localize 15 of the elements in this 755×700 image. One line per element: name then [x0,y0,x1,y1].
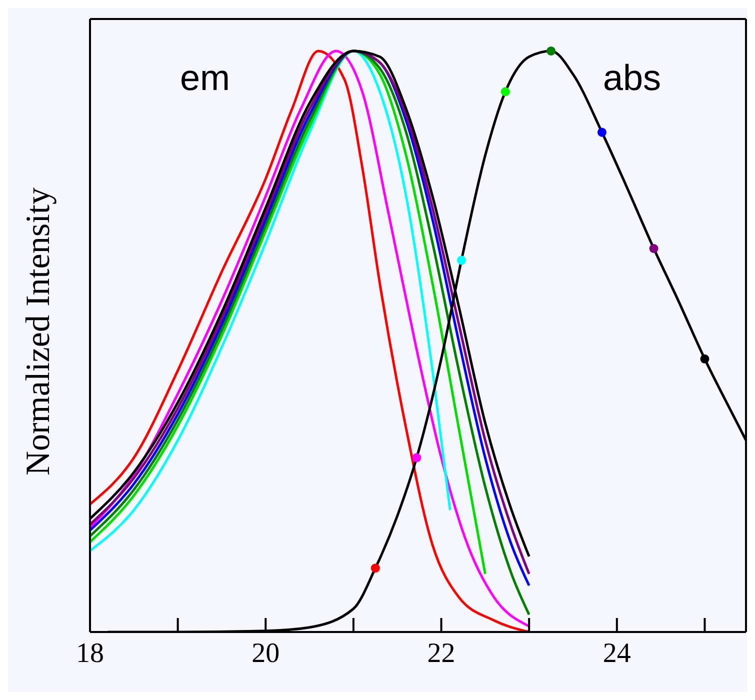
point [456,256,466,265]
x-tick-label: 22 [427,638,456,669]
point [546,46,556,56]
y-axis-title: Normalized Intensity [20,188,58,476]
point [597,128,606,137]
annotation: abs [603,57,662,98]
point [649,244,658,254]
x-tick-label: 20 [252,638,280,669]
point [500,87,510,96]
x-tick-label: 18 [76,638,104,669]
annotation: em [180,57,230,98]
x-tick-label: 24 [602,638,631,669]
point [412,453,422,462]
point [370,564,380,573]
point [700,354,710,364]
